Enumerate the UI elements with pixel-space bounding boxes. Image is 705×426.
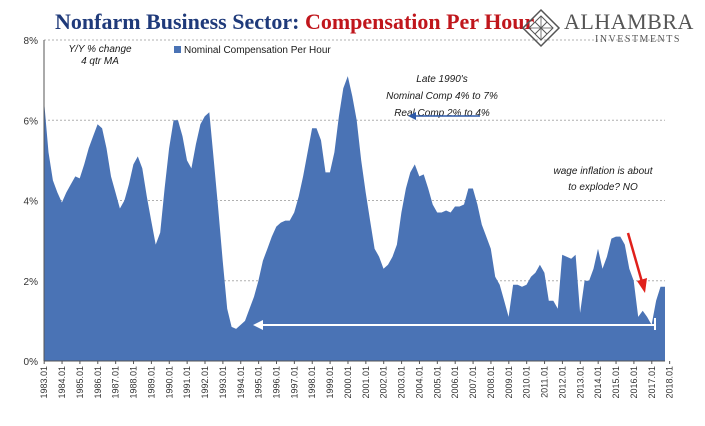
x-tick-label: 2017.01 (647, 366, 657, 399)
x-tick-label: 2009.01 (504, 366, 514, 399)
x-tick-label: 2005.01 (432, 366, 442, 399)
diamond-logo-icon (521, 8, 561, 48)
x-tick-label: 1986.01 (93, 366, 103, 399)
x-tick-label: 2011.01 (540, 366, 550, 398)
x-tick-label: 2013.01 (575, 366, 585, 399)
logo-name: ALHAMBRA (564, 9, 694, 34)
x-tick-label: 1989.01 (146, 366, 156, 399)
annotation-late-1990s-line: Real Comp 2% to 4% (394, 108, 490, 119)
series-area-nominal-compensation (44, 76, 665, 361)
x-tick-label: 2006.01 (450, 366, 460, 399)
title-part-2: Compensation Per Hour (304, 9, 535, 34)
x-tick-label: 1994.01 (236, 366, 246, 399)
x-tick-label: 1988.01 (129, 366, 139, 399)
logo-subtitle: INVESTMENTS (595, 34, 681, 45)
baseline-comparison-arrow-head (253, 320, 263, 330)
y-tick-label: 0% (24, 357, 39, 368)
annotation-late-1990s-line: Late 1990's (416, 74, 467, 85)
annotation-arrow-down-head (637, 278, 647, 293)
x-tick-label: 1997.01 (289, 366, 299, 399)
x-tick-label: 2018.01 (665, 366, 675, 399)
x-tick-label: 1995.01 (254, 366, 264, 399)
x-tick-label: 1993.01 (218, 366, 228, 399)
y-tick-label: 6% (24, 116, 39, 127)
x-tick-label: 2002.01 (379, 366, 389, 399)
x-tick-label: 1984.01 (57, 366, 67, 399)
y-tick-label: 4% (24, 197, 39, 208)
title-part-1: Nonfarm Business Sector: (55, 9, 300, 34)
x-tick-label: 2015.01 (611, 366, 621, 399)
x-tick-label: 1983.01 (39, 366, 49, 399)
annotation-late-1990s-line: Nominal Comp 4% to 7% (386, 91, 498, 102)
x-tick-label: 2000.01 (343, 366, 353, 399)
x-tick-label: 2016.01 (629, 366, 639, 399)
legend-note-line-1: Y/Y % change (68, 44, 132, 55)
annotation-wage-inflation-line: to explode? NO (568, 182, 638, 193)
x-tick-label: 2008.01 (486, 366, 496, 399)
annotation-wage-inflation-line: wage inflation is about (554, 166, 654, 177)
x-tick-label: 1996.01 (272, 366, 282, 399)
x-tick-label: 1990.01 (164, 366, 174, 399)
legend-label: Nominal Compensation Per Hour (184, 45, 331, 56)
page-title: Nonfarm Business Sector: Compensation Pe… (55, 9, 534, 35)
y-tick-label: 8% (24, 36, 39, 47)
annotation-arrow-left-head (408, 112, 416, 120)
x-tick-label: 1999.01 (325, 366, 335, 399)
x-tick-label: 1985.01 (75, 366, 85, 399)
y-tick-label: 2% (24, 277, 39, 288)
x-tick-label: 2007.01 (468, 366, 478, 399)
x-tick-label: 2012.01 (557, 366, 567, 399)
legend-swatch (174, 46, 181, 53)
x-tick-label: 1987.01 (111, 366, 121, 399)
x-tick-label: 2001.01 (361, 366, 371, 399)
x-tick-label: 2014.01 (593, 366, 603, 399)
x-tick-label: 1991.01 (182, 366, 192, 399)
x-tick-label: 1998.01 (307, 366, 317, 399)
x-tick-label: 2003.01 (397, 366, 407, 399)
annotation-arrow-down (626, 232, 644, 283)
x-tick-label: 1992.01 (200, 366, 210, 399)
alhambra-logo: ALHAMBRA INVESTMENTS (521, 8, 701, 48)
legend-note-line-2: 4 qtr MA (81, 56, 119, 67)
x-tick-label: 2010.01 (522, 366, 532, 399)
x-tick-label: 2004.01 (415, 366, 425, 399)
